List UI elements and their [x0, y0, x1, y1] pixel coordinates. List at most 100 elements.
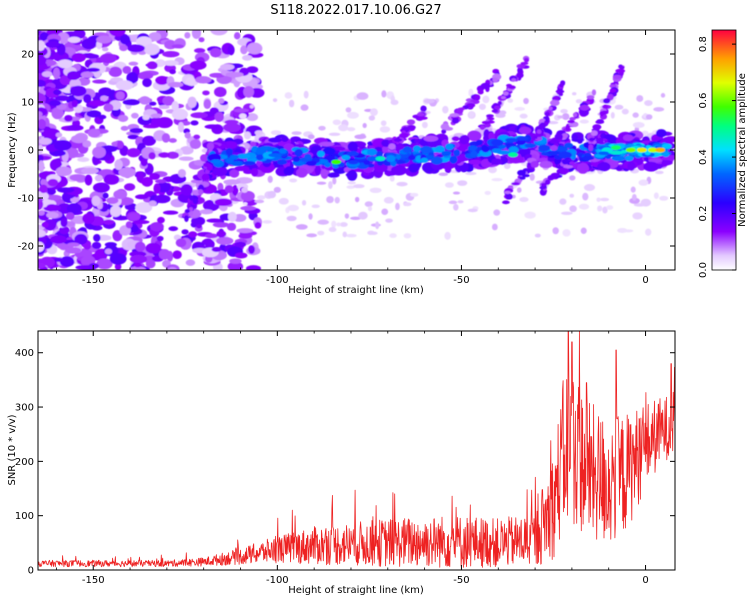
heatmap-blob [332, 177, 337, 185]
heatmap-blob [334, 196, 340, 204]
heatmap-blob [195, 76, 212, 84]
heatmap-blob [109, 205, 122, 217]
heatmap-blob [168, 226, 179, 232]
heatmap-blob [572, 92, 577, 96]
heatmap-blob [620, 149, 628, 154]
spectrogram-y-axis-label: Frequency (Hz) [7, 112, 18, 188]
heatmap-blob [367, 206, 373, 212]
heatmap-blob [146, 61, 158, 70]
heatmap-blob [192, 198, 199, 205]
heatmap-blob [143, 124, 160, 129]
snr-y-tick-label: 400 [15, 348, 34, 359]
heatmap-blob [154, 194, 171, 204]
heatmap-blob [586, 95, 595, 100]
heatmap-blob [491, 158, 503, 166]
heatmap-blob [545, 115, 550, 123]
heatmap-blob [225, 148, 233, 156]
heatmap-blob [314, 164, 321, 176]
heatmap-blob [346, 151, 359, 157]
heatmap-blob [588, 144, 594, 152]
heatmap-blob [523, 57, 530, 63]
heatmap-blob [131, 112, 139, 119]
heatmap-blob [547, 121, 559, 125]
heatmap-blob [209, 72, 225, 78]
heatmap-blob [156, 117, 173, 129]
heatmap-blob [234, 165, 250, 172]
heatmap-blob [346, 185, 356, 189]
heatmap-blob [631, 193, 637, 201]
heatmap-blob [211, 247, 222, 252]
heatmap-blob [317, 150, 325, 157]
heatmap-blob [294, 149, 303, 157]
heatmap-blob [441, 129, 447, 134]
heatmap-blob [331, 220, 337, 228]
heatmap-blob [71, 99, 79, 108]
heatmap-blob [625, 147, 636, 153]
heatmap-blob [621, 108, 629, 115]
heatmap-blob [420, 105, 427, 113]
heatmap-blob [223, 140, 238, 150]
heatmap-blob [66, 203, 82, 214]
heatmap-blob [206, 218, 223, 223]
heatmap-blob [157, 216, 165, 224]
heatmap-blob [366, 148, 378, 156]
heatmap-blob [268, 137, 282, 143]
heatmap-blob [39, 184, 48, 194]
heatmap-blob [553, 95, 559, 101]
heatmap-blob [332, 119, 342, 126]
heatmap-blob [544, 111, 550, 117]
heatmap-blob [119, 34, 131, 45]
heatmap-blob [243, 85, 255, 98]
heatmap-blob [451, 117, 460, 124]
colorbar: 0.0 0.2 0.4 0.6 0.8 Normalized spectral ampl… [698, 29, 748, 278]
heatmap-blob [342, 231, 347, 238]
spectrogram-x-tick-label: -150 [82, 275, 105, 286]
heatmap-blob [175, 238, 187, 248]
heatmap-blob [142, 78, 152, 88]
heatmap-blob [38, 79, 46, 88]
heatmap-blob [55, 95, 70, 102]
heatmap-blob [242, 202, 248, 206]
snr-axes: -150 -100 -50 0 0 100 200 300 400 [15, 331, 675, 586]
heatmap-blob [403, 202, 412, 207]
heatmap-blob [578, 203, 590, 210]
heatmap-blob [569, 161, 575, 165]
heatmap-blob [317, 219, 329, 225]
heatmap-blob [92, 182, 110, 193]
colorbar-ticks: 0.0 0.2 0.4 0.6 0.8 [698, 36, 736, 278]
heatmap-blob [552, 227, 559, 235]
heatmap-blob [561, 133, 569, 139]
heatmap-blob [385, 218, 393, 223]
heatmap-blob [38, 118, 46, 130]
heatmap-blob [468, 111, 474, 118]
heatmap-blob [102, 192, 109, 199]
heatmap-blob [92, 146, 106, 159]
heatmap-blob [497, 100, 503, 106]
heatmap-blob [597, 161, 611, 172]
heatmap-blob [148, 32, 162, 42]
heatmap-blob [582, 192, 589, 201]
heatmap-blob [324, 162, 331, 168]
heatmap-blob [38, 241, 45, 253]
heatmap-blob [382, 145, 389, 154]
heatmap-blob [303, 90, 309, 99]
heatmap-blob [129, 254, 148, 264]
heatmap-blob [477, 89, 484, 95]
heatmap-blob [647, 147, 658, 153]
spectrogram-y-tick-label: -20 [18, 242, 34, 253]
heatmap-blob [388, 143, 396, 150]
heatmap-blob [379, 126, 391, 133]
heatmap-blob [519, 113, 528, 119]
heatmap-blob [380, 120, 387, 127]
heatmap-blob [396, 181, 408, 187]
heatmap-blob [560, 108, 568, 114]
heatmap-blob [479, 125, 486, 131]
heatmap-blob [438, 172, 449, 177]
heatmap-blob [306, 233, 318, 238]
heatmap-blob [256, 154, 264, 161]
heatmap-blob [645, 228, 652, 236]
heatmap-blob [91, 195, 101, 207]
heatmap-blob [336, 222, 341, 227]
heatmap-blob [641, 130, 649, 137]
